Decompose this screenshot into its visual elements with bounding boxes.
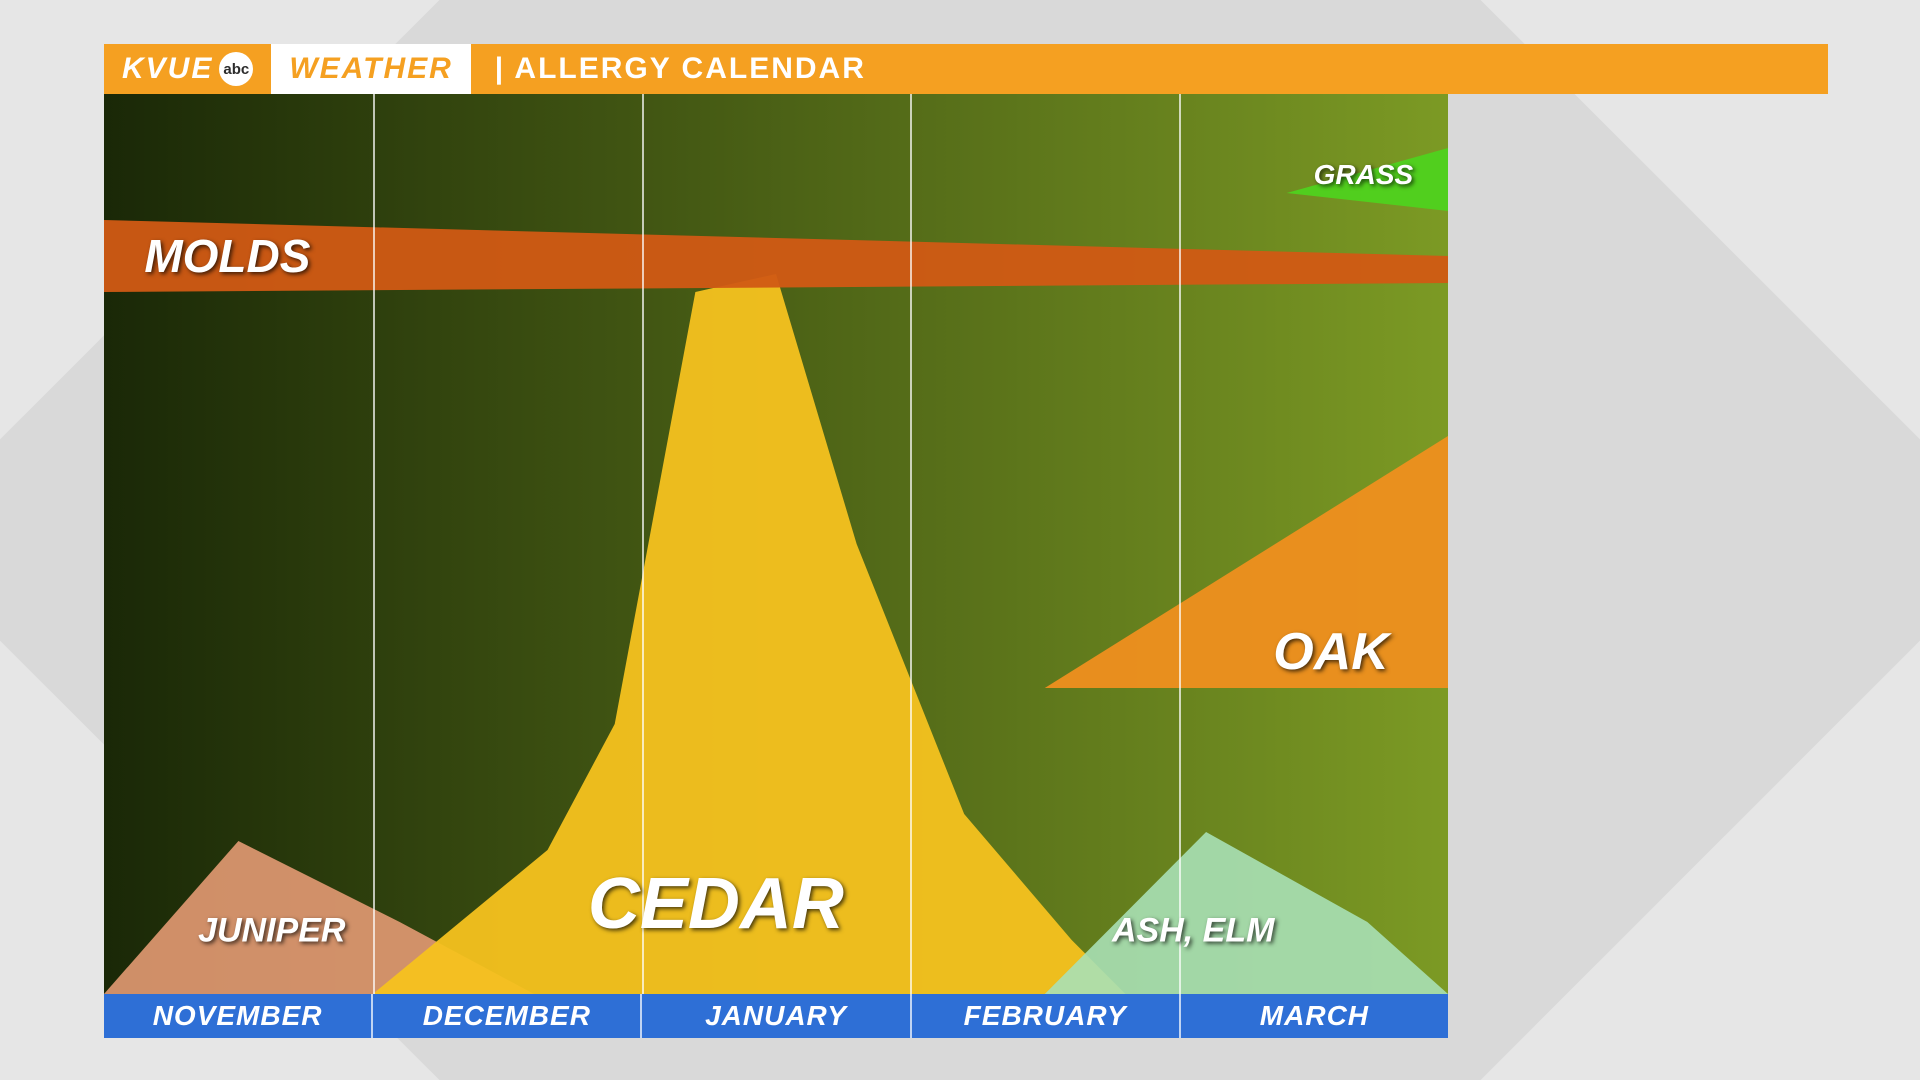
series-label-text: CEDAR	[588, 864, 844, 944]
month-label: FEBRUARY	[964, 1000, 1127, 1032]
series-label-text: ASH, ELM	[1112, 912, 1274, 950]
series-label-cedar: CEDAR	[588, 863, 844, 945]
station-logo: KVUE abc	[104, 44, 271, 94]
grid-line	[1179, 94, 1181, 994]
month-cell: FEBRUARY	[912, 994, 1181, 1038]
series-label-text: GRASS	[1314, 159, 1414, 190]
series-label-oak: OAK	[1273, 622, 1389, 682]
series-label-text: JUNIPER	[198, 912, 345, 950]
grid-line	[642, 94, 644, 994]
month-label: JANUARY	[705, 1000, 847, 1032]
weather-tag-text: WEATHER	[289, 52, 452, 86]
month-cell: JANUARY	[642, 994, 911, 1038]
month-cell: MARCH	[1181, 994, 1448, 1038]
grid-line	[373, 94, 375, 994]
grid-line	[910, 94, 912, 994]
series-label-ash-elm: ASH, ELM	[1112, 912, 1274, 951]
month-cell: DECEMBER	[373, 994, 642, 1038]
banner-title: | ALLERGY CALENDAR	[471, 44, 890, 94]
series-label-text: OAK	[1273, 623, 1389, 681]
banner-title-text: | ALLERGY CALENDAR	[495, 52, 866, 86]
series-label-grass: GRASS	[1314, 159, 1414, 191]
allergy-chart: JUNIPER CEDAR ASH, ELM OAK GRASS MOLDS NOVEMB…	[104, 94, 1448, 1038]
month-label: DECEMBER	[423, 1000, 591, 1032]
series-label-text: MOLDS	[144, 230, 310, 282]
series-label-juniper: JUNIPER	[198, 912, 345, 951]
abc-badge: abc	[219, 52, 253, 86]
chart-plot-area: JUNIPER CEDAR ASH, ELM OAK GRASS MOLDS	[104, 94, 1448, 994]
series-label-molds: MOLDS	[144, 229, 310, 283]
banner: KVUE abc WEATHER | ALLERGY CALENDAR	[104, 44, 1828, 94]
month-label: NOVEMBER	[153, 1000, 323, 1032]
month-cell: NOVEMBER	[104, 994, 373, 1038]
chart-x-axis: NOVEMBER DECEMBER JANUARY FEBRUARY MARCH	[104, 994, 1448, 1038]
month-label: MARCH	[1260, 1000, 1369, 1032]
weather-tag: WEATHER	[271, 44, 470, 94]
station-logo-text: KVUE	[122, 52, 213, 86]
